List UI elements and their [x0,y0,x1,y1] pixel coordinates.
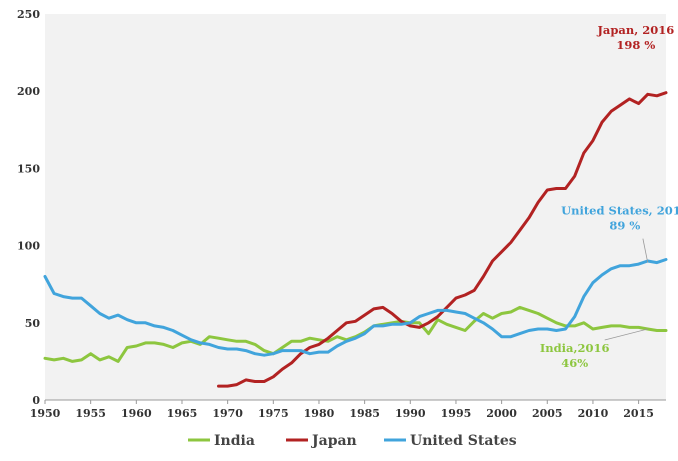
x-tick-label: 1980 [304,407,335,420]
series-line-japan [217,91,668,388]
series-line-united-states [43,258,668,357]
x-tick-label: 2015 [623,407,654,420]
legend-label-india: India [214,433,255,449]
x-tick-label: 2010 [578,407,609,420]
y-tick-label: 50 [25,317,41,330]
annotation-leader-united-states [642,238,649,263]
legend-label-united-states: United States [410,433,517,449]
y-tick-label: 250 [17,8,40,21]
annotation-label-japan: Japan, 2016 [596,23,674,37]
x-tick-label: 1985 [349,407,380,420]
x-tick-label: 1990 [395,407,426,420]
annotation-leader-india [604,328,648,341]
series-lines [43,91,668,388]
x-tick-label: 1970 [212,407,243,420]
y-tick-label: 150 [17,162,40,175]
x-tick-label: 2005 [532,407,563,420]
x-tick-label: 1955 [75,407,106,420]
legend: India Japan United States [188,433,517,449]
x-tick-label: 1950 [30,407,61,420]
annotation-value-united-states: 89 % [609,219,640,233]
x-axis-ticks: 1950 1955 1960 1965 1970 1975 1980 1985 1990 1995… [30,400,654,420]
x-tick-label: 2000 [486,407,517,420]
y-tick-label: 100 [17,240,40,253]
annotation-label-united-states: United States, 2016 [561,204,678,218]
x-tick-label: 1995 [441,407,472,420]
y-tick-label: 200 [17,85,40,98]
annotation-value-india: 46% [561,356,588,370]
annotation-value-japan: 198 % [616,38,655,52]
legend-label-japan: Japan [310,433,357,449]
x-tick-label: 1965 [167,407,198,420]
x-tick-label: 1975 [258,407,289,420]
y-tick-label: 0 [32,394,40,407]
y-axis-ticks: 0 50 100 150 200 250 [17,8,40,407]
annotation-label-india: India,2016 [540,341,610,355]
x-tick-label: 1960 [121,407,152,420]
